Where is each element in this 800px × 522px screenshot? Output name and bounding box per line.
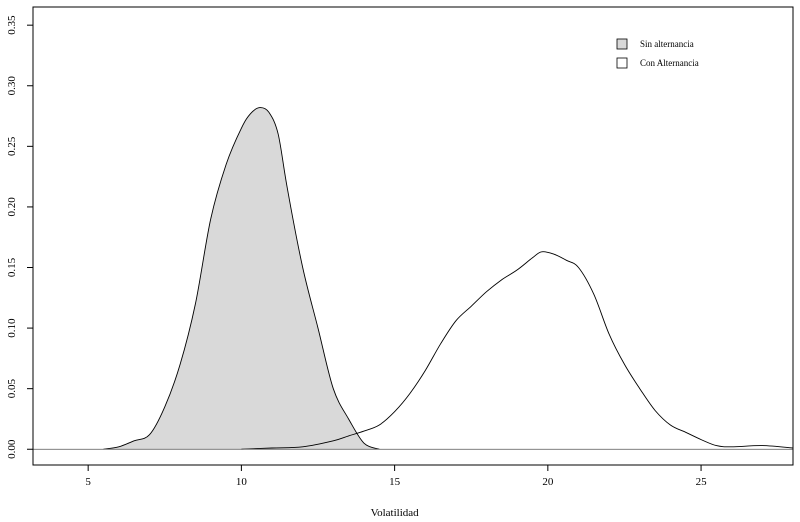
y-tick-label: 0.30 <box>6 76 18 96</box>
x-tick-label: 5 <box>85 476 91 488</box>
y-tick-label: 0.00 <box>6 439 18 459</box>
x-tick-label: 15 <box>389 476 401 488</box>
y-tick-label: 0.20 <box>6 197 18 217</box>
x-axis-title: Volatilidad <box>371 507 420 519</box>
y-tick-label: 0.10 <box>6 318 18 338</box>
y-tick-label: 0.15 <box>6 257 18 277</box>
legend-swatch <box>616 38 628 50</box>
x-tick-label: 10 <box>236 476 248 488</box>
x-tick-label: 25 <box>696 476 708 488</box>
y-tick-label: 0.25 <box>6 136 18 156</box>
legend-label: Sin alternancia <box>640 39 694 49</box>
x-axis: 5 10 15 20 25 <box>85 464 708 488</box>
series-line-sin-alternancia <box>103 107 380 450</box>
x-tick-label: 20 <box>542 476 554 488</box>
legend: Sin alternancia Con Alternancia <box>616 38 699 69</box>
legend-swatch <box>616 57 628 69</box>
y-tick-label: 0.35 <box>6 15 18 35</box>
series-layer <box>103 107 794 450</box>
y-tick-label: 0.05 <box>6 379 18 399</box>
series-line-con-alternancia <box>241 251 794 450</box>
y-axis: 0.00 0.05 0.10 0.15 0.20 0.25 0.30 0.35 <box>6 15 34 459</box>
legend-label: Con Alternancia <box>640 58 699 68</box>
series-area-sin-alternancia <box>103 107 380 450</box>
